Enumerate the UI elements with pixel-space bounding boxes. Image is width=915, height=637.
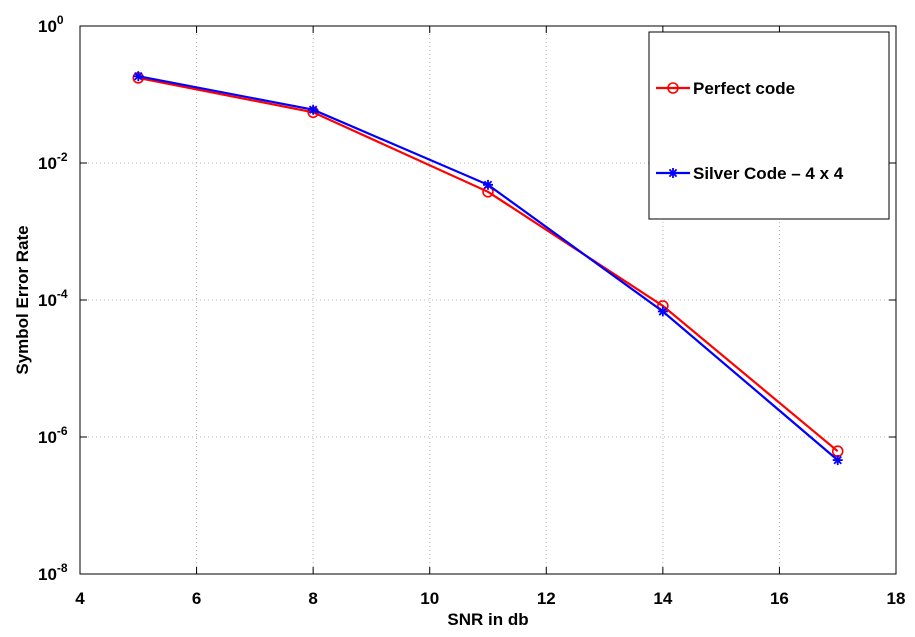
y-tick-label: 10-2: [38, 150, 68, 173]
series-line: [138, 76, 839, 453]
x-tick-label: 10: [420, 589, 439, 608]
x-tick-label: 6: [192, 589, 201, 608]
y-tick-label: 10-8: [38, 561, 68, 584]
legend-box: [648, 31, 890, 220]
data-point: [483, 179, 493, 190]
x-tick-label: 12: [537, 589, 556, 608]
x-tick-label: 16: [770, 589, 789, 608]
x-tick-label: 8: [308, 589, 317, 608]
y-axis-label: Symbol Error Rate: [13, 225, 32, 374]
data-point: [133, 71, 144, 82]
x-tick-label: 18: [887, 589, 906, 608]
x-tick-label: 14: [653, 589, 672, 608]
legend: Perfect code Silver Code – 4 x 4: [648, 31, 890, 220]
y-tick-label: 10-6: [38, 424, 68, 447]
data-point: [308, 104, 319, 115]
grid: [80, 26, 896, 574]
data-point: [832, 455, 843, 466]
ticks: 4 6 8 10 12 14 16 18 100 10-2 10-4 10-6 10-8: [38, 13, 905, 608]
y-tick-label: 10-4: [38, 287, 68, 310]
x-axis-label: SNR in db: [447, 610, 528, 629]
series-layer: [132, 71, 844, 466]
legend-marker: [667, 82, 679, 94]
legend-label: Silver Code – 4 x 4: [693, 164, 844, 183]
y-tick-label: 100: [38, 13, 64, 36]
x-tick-label: 4: [75, 589, 85, 608]
legend-marker: [668, 168, 678, 178]
data-point: [657, 306, 668, 317]
legend-label: Perfect code: [693, 79, 795, 98]
